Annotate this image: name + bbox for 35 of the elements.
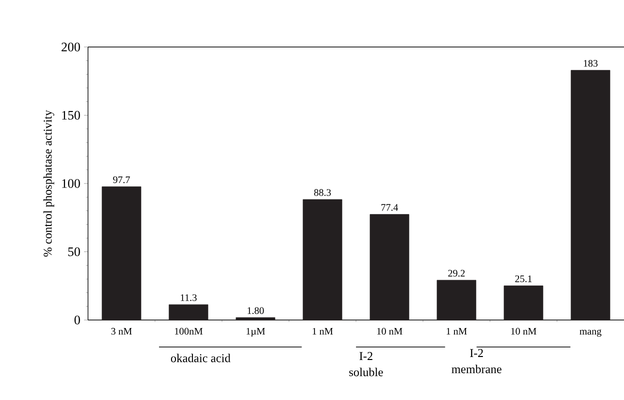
data-label: 183 [584, 60, 598, 67]
text: membrane [452, 364, 502, 374]
data-label: 88.3 [314, 189, 331, 196]
y-tick-label: 200 [62, 42, 80, 52]
data-label: 25.1 [515, 275, 532, 282]
text: I-2 [470, 349, 483, 357]
x-tick-label: 1 nM [312, 328, 333, 335]
bar [570, 70, 610, 320]
bar [436, 280, 476, 320]
data-label: 77.4 [381, 204, 398, 211]
data-label: 97.7 [113, 176, 130, 184]
bar [302, 199, 342, 320]
x-tick-label: 100nM [174, 328, 203, 335]
bar [102, 186, 142, 320]
bar [236, 317, 276, 320]
text: soluble [349, 368, 383, 376]
text: okadaic acid [170, 354, 230, 362]
bar [168, 304, 208, 320]
x-tick-label: 10 nM [377, 328, 402, 335]
bar [370, 214, 410, 320]
y-axis-title: % control phosphatase activity [43, 110, 54, 257]
text: I-2 [360, 352, 372, 360]
x-tick-label: mang [580, 329, 602, 337]
bar [504, 286, 544, 320]
x-tick-label: 3 nM [111, 328, 132, 335]
data-label: 29.2 [448, 270, 465, 277]
y-tick-label: 100 [62, 179, 80, 188]
data-label: 1.80 [248, 307, 264, 314]
x-tick-label: 1 nM [446, 328, 467, 335]
y-tick-label: 150 [62, 110, 80, 120]
x-tick-label: 1µM [246, 328, 266, 337]
data-label: 11.3 [180, 294, 197, 302]
x-tick-label: 10 nM [511, 328, 536, 335]
y-tick-label: 0 [74, 316, 80, 324]
y-tick-label: 50 [68, 247, 80, 256]
